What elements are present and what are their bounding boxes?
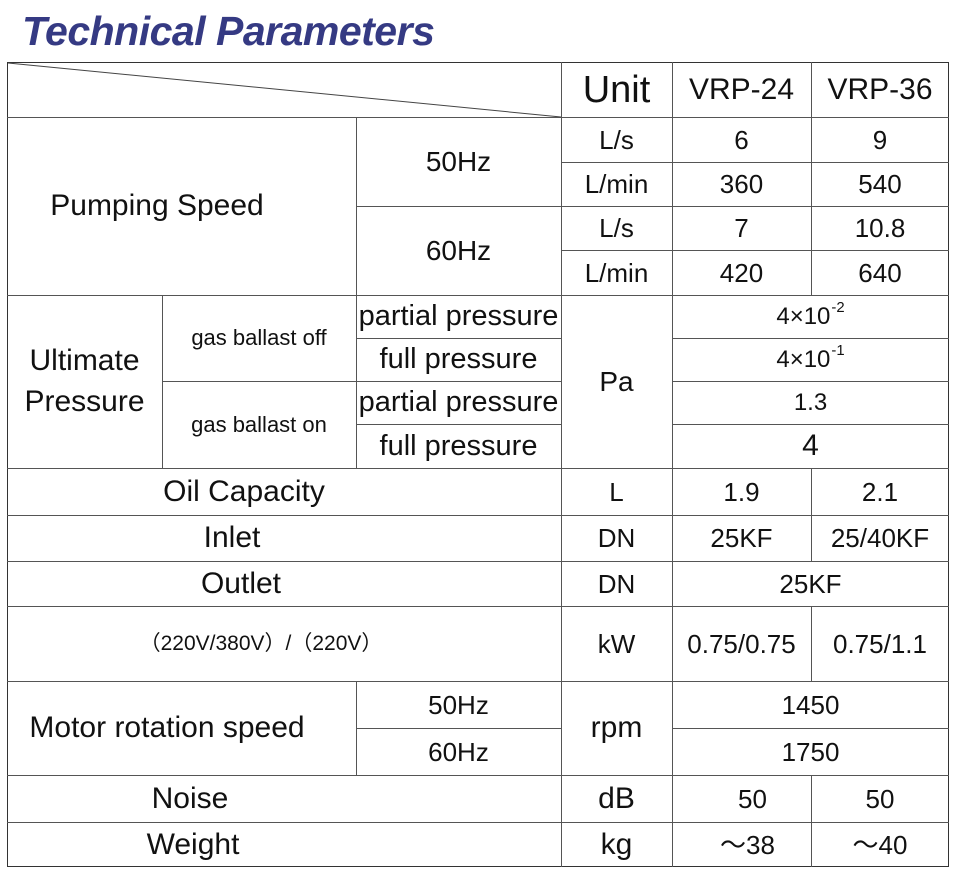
row-divider [356,206,949,207]
row-label-noise: Noise [151,781,229,815]
outlet-unit: DN [597,568,636,599]
row-label-power: （220V/380V）/（220V） [139,632,383,655]
column-divider [356,117,357,295]
column-divider [811,606,812,681]
row-divider [7,117,949,118]
row-divider [7,561,949,562]
row-divider [672,381,949,382]
on-partial-label: partial pressure [358,386,559,418]
vrp24-oil-capacity: 1.9 [723,476,760,507]
off-full-label: full pressure [379,343,538,375]
vrp36-inlet: 25/40KF [830,523,930,553]
vrp36-oil-capacity: 2.1 [861,476,899,507]
row-divider [7,681,949,682]
ultimate-label-line2: Pressure [24,384,145,418]
vrp24-speed-50hz-ls: 6 [734,124,749,155]
row-label-pumping-speed: Pumping Speed [50,189,264,222]
unit-lmin-60hz: L/min [584,257,649,288]
vrp24-inlet: 25KF [710,523,773,553]
ultimate-off-partial-value: 4×10 -2 [672,295,949,338]
row-label-outlet: Outlet [200,566,282,600]
row-label-ultimate-pressure: Ultimate Pressure [7,295,162,468]
vrp24-speed-60hz-ls: 7 [734,213,749,243]
inlet-unit: DN [597,523,636,553]
header-model-vrp36: VRP-36 [827,72,933,106]
page-title: Technical Parameters [22,8,435,54]
row-divider [561,250,949,251]
row-divider [356,728,561,729]
vrp24-weight: ～38 [720,829,775,860]
row-divider [7,295,949,296]
vrp24-power: 0.75/0.75 [687,628,796,659]
pumping-speed-60hz: 60Hz [425,234,492,266]
ultimate-on-full-value: 4 [802,429,819,462]
motor-unit: rpm [590,711,643,744]
row-label-motor-rotation-speed: Motor rotation speed [29,711,305,744]
off-full-exponent: -1 [831,342,845,359]
row-label-weight: Weight [146,827,240,861]
column-divider [672,62,673,867]
row-divider [7,775,949,776]
row-divider [561,162,949,163]
row-label-inlet: Inlet [203,521,261,554]
power-unit: kW [597,628,636,659]
ultimate-label-line1: Ultimate [29,344,140,377]
row-divider [672,728,949,729]
column-divider [811,468,812,561]
on-full-label: full pressure [379,429,538,462]
gas-ballast-on-label: gas ballast on [191,411,327,437]
row-divider [672,424,949,425]
vrp36-power: 0.75/1.1 [833,628,927,659]
unit-ls-50hz: L/s [599,124,634,155]
motor-60hz: 60Hz [428,736,489,767]
vrp36-speed-60hz-ls: 10.8 [854,213,906,243]
row-divider [672,338,949,339]
gas-ballast-off-label: gas ballast off [191,325,327,350]
off-partial-exponent: -2 [831,299,845,316]
motor-speed-60hz: 1750 [781,736,840,767]
row-divider [356,424,561,425]
column-divider [561,62,562,867]
ultimate-pressure-unit: Pa [599,365,634,397]
off-partial-label: partial pressure [358,300,559,332]
column-divider [356,295,357,468]
outlet-value: 25KF [779,568,842,599]
vrp36-speed-60hz-lmin: 640 [858,257,902,288]
off-full-base: 4×10 [776,345,831,373]
oil-capacity-unit: L [609,476,624,507]
row-divider [7,606,949,607]
vrp36-weight: ～40 [852,829,908,860]
row-divider [7,822,949,823]
ultimate-on-partial-value: 1.3 [793,388,828,416]
column-divider [162,295,163,468]
unit-ls-60hz: L/s [599,213,634,243]
column-divider [811,62,812,295]
vrp36-speed-50hz-ls: 9 [872,124,888,155]
header-unit: Unit [582,68,651,111]
vrp24-speed-60hz-lmin: 420 [719,257,764,288]
row-divider [7,468,949,469]
row-divider [7,515,949,516]
vrp36-speed-50hz-lmin: 540 [858,169,902,199]
ultimate-off-full-value: 4×10 -1 [672,338,949,381]
vrp24-speed-50hz-lmin: 360 [719,169,764,199]
table-frame [7,62,949,867]
row-label-oil-capacity: Oil Capacity [163,474,325,508]
motor-50hz: 50Hz [428,689,489,720]
column-divider [811,775,812,867]
row-divider [356,338,561,339]
vrp36-noise: 50 [865,783,895,814]
noise-unit: dB [598,781,635,815]
pumping-speed-50hz: 50Hz [425,145,492,177]
row-divider [162,381,561,382]
unit-lmin-50hz: L/min [584,169,649,199]
column-divider [356,681,357,775]
vrp24-noise: 50 [738,783,767,814]
off-partial-base: 4×10 [776,302,831,330]
motor-speed-50hz: 1450 [781,689,840,720]
header-model-vrp24: VRP-24 [688,72,795,106]
weight-unit: kg [600,827,633,861]
